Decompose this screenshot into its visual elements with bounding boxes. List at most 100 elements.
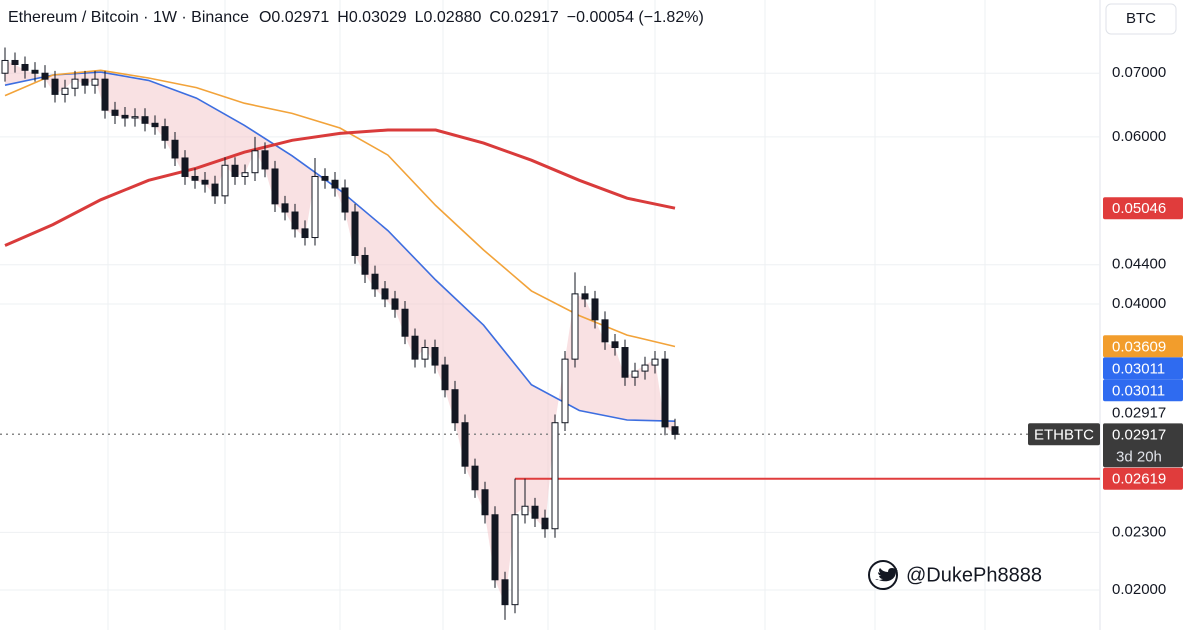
plot-area: [0, 47, 1100, 620]
y-tick-label: 0.07000: [1112, 64, 1166, 81]
candle-body: [641, 364, 649, 372]
ticker-label: ETHBTC: [1034, 426, 1094, 443]
candle-body: [571, 293, 579, 360]
y-tick-label: 0.02000: [1112, 581, 1166, 598]
candle-body: [491, 514, 499, 581]
candle-body: [81, 78, 89, 86]
candle-body: [371, 273, 379, 290]
symbol: Ethereum / Bitcoin · 1W · Binance: [8, 9, 249, 26]
candle-body: [211, 183, 219, 197]
countdown: 3d 20h: [1116, 448, 1162, 465]
unit-label: BTC: [1126, 10, 1156, 27]
candle-body: [31, 69, 39, 74]
price-label-box: [1103, 335, 1183, 358]
candle-body: [161, 126, 169, 141]
candle-body: [521, 505, 529, 516]
candle-body: [531, 505, 539, 519]
candle-body: [241, 172, 249, 177]
y-tick-label: 0.06000: [1112, 128, 1166, 145]
moving-average: [4, 69, 676, 348]
ohlc-low: L0.02880: [415, 9, 482, 26]
candle-body: [561, 358, 569, 424]
price-label-box: [1103, 467, 1183, 490]
candle-body: [231, 164, 239, 177]
candle-body: [201, 179, 209, 185]
candle-body: [361, 254, 369, 275]
candle-body: [461, 422, 469, 467]
candle-body: [271, 168, 279, 205]
ticker-box: [1028, 423, 1100, 446]
candle-body: [121, 114, 129, 119]
candle-body: [51, 78, 59, 95]
candle-body: [631, 370, 639, 378]
candle-body: [91, 78, 99, 86]
candle-body: [581, 293, 589, 300]
candle-body: [71, 78, 79, 89]
candle-body: [401, 308, 409, 337]
price-label-box: [1103, 423, 1183, 468]
candle-body: [421, 347, 429, 360]
candle-body: [511, 514, 519, 606]
candle-body: [391, 298, 399, 310]
candle-body: [601, 319, 609, 343]
ohlc-close: C0.02917: [489, 9, 558, 26]
candle-body: [381, 288, 389, 300]
candle-body: [61, 87, 69, 95]
price-axis: 0.07000 0.06000 0.04400 0.04000 0.02300 0.020…: [1028, 64, 1183, 598]
candle-body: [171, 139, 179, 159]
watermark-text: @DukePh8888: [906, 564, 1042, 586]
chart-header: Ethereum / Bitcoin · 1W · Binance O0.0297…: [8, 9, 704, 26]
candle-body: [251, 150, 259, 174]
unit-button[interactable]: [1105, 3, 1177, 35]
candle-body: [261, 150, 269, 170]
ohlc-open: O0.02971: [259, 9, 329, 26]
candle-body: [331, 179, 339, 189]
candle-body: [21, 63, 29, 71]
candle-body: [301, 228, 309, 239]
price-label-box: [1103, 357, 1183, 380]
candle-body: [441, 364, 449, 391]
watermark: @DukePh8888: [868, 560, 1042, 590]
grid-vertical: [107, 0, 986, 630]
candle-body: [661, 358, 669, 428]
y-tick-label: 0.02300: [1112, 523, 1166, 540]
candle-body: [431, 347, 439, 366]
price-label-box: [1103, 401, 1183, 424]
candle-body: [321, 175, 329, 181]
candle-body: [541, 517, 549, 530]
candle-body: [501, 579, 509, 606]
candle-body: [181, 157, 189, 177]
price-label: 0.03609: [1112, 338, 1166, 355]
price-label: 0.02917: [1112, 404, 1166, 421]
candle-body: [151, 122, 159, 128]
candle-body: [671, 426, 679, 435]
moving-average: [4, 128, 676, 247]
candle-body: [611, 341, 619, 349]
candle-body: [481, 489, 489, 516]
y-tick-label: 0.04000: [1112, 295, 1166, 312]
candle-body: [11, 59, 19, 65]
price-label-box: [1103, 379, 1183, 402]
candle-body: [451, 389, 459, 424]
price-label: 0.03011: [1112, 360, 1165, 377]
price-label: 0.03011: [1112, 382, 1165, 399]
candle-body: [411, 335, 419, 360]
candle-body: [291, 211, 299, 230]
candle-body: [621, 347, 629, 378]
candle-body: [141, 116, 149, 124]
candle-body: [551, 422, 559, 530]
candle-body: [471, 465, 479, 491]
candle-body: [281, 203, 289, 213]
price-label: 0.05046: [1112, 200, 1166, 217]
candle-body: [311, 175, 319, 239]
candle-body: [111, 109, 119, 116]
ma-fill: [5, 60, 675, 605]
candle-body: [101, 78, 109, 111]
ohlc-high: H0.03029: [337, 9, 406, 26]
candle-body: [341, 187, 349, 213]
candle-body: [131, 116, 139, 119]
candle-body: [221, 164, 229, 197]
y-tick-label: 0.04400: [1112, 256, 1166, 273]
